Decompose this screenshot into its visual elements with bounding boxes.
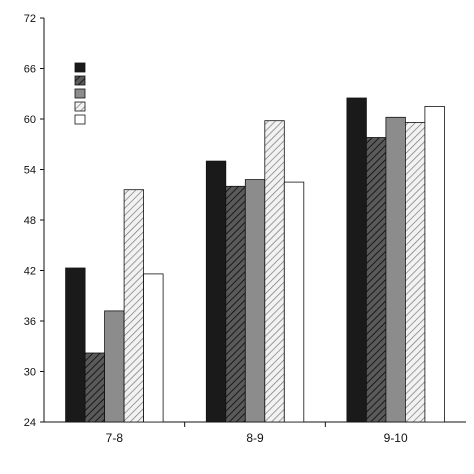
bars	[65, 97, 445, 423]
y-tick-label: 24	[24, 417, 36, 429]
y-tick-label: 72	[24, 13, 36, 25]
legend-swatch	[74, 62, 86, 73]
y-tick-label: 60	[24, 114, 36, 126]
bar	[84, 352, 105, 423]
bar	[65, 267, 86, 423]
bar	[346, 97, 367, 423]
legend-swatch	[74, 101, 86, 112]
y-tick-label: 30	[24, 367, 36, 379]
legend-swatch	[74, 75, 86, 86]
bar	[365, 137, 387, 423]
legend-swatch	[74, 88, 86, 99]
bar	[264, 120, 285, 423]
axes: 24 30 36 42 48 54 60 66 72 7-8 8-9 9-10	[24, 13, 466, 445]
x-category-label: 9-10	[384, 431, 408, 445]
y-tick-label: 48	[24, 215, 36, 227]
bar	[404, 122, 426, 423]
bar	[385, 116, 406, 423]
bar	[225, 185, 246, 423]
x-category-label: 7-8	[106, 431, 124, 445]
legend	[74, 62, 86, 125]
bar	[123, 189, 144, 423]
y-tick-label: 36	[24, 316, 36, 328]
bar	[244, 179, 266, 423]
y-tick-label: 66	[24, 64, 36, 76]
bar	[205, 160, 227, 423]
y-tick-label: 42	[24, 266, 36, 278]
y-tick-label: 54	[24, 165, 36, 177]
legend-swatch	[74, 114, 86, 125]
bar	[104, 310, 125, 423]
bar	[143, 273, 164, 423]
bar	[283, 181, 305, 423]
x-category-label: 8-9	[246, 431, 264, 445]
bar	[424, 106, 445, 423]
